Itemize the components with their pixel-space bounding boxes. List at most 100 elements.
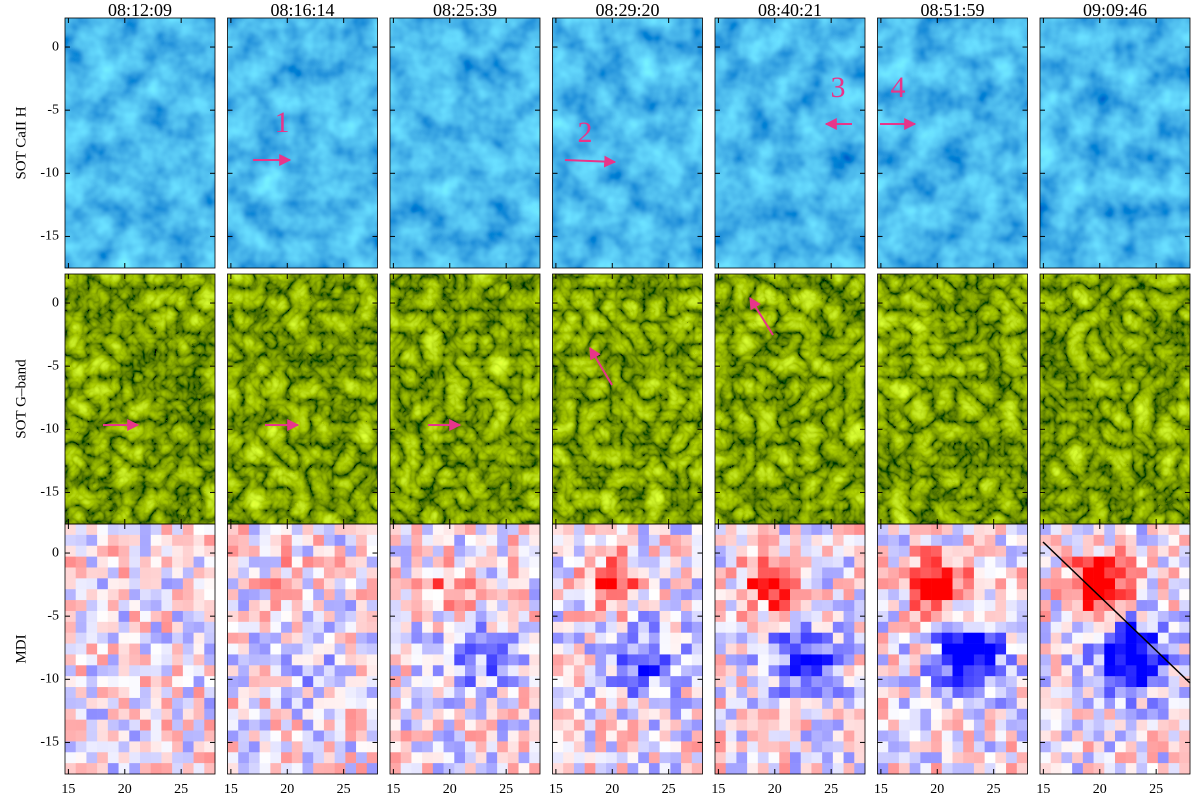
mdi-pixel <box>486 719 498 731</box>
mdi-pixel <box>518 730 530 742</box>
mdi-pixel <box>486 534 498 547</box>
mdi-pixel <box>822 567 834 579</box>
mdi-pixel <box>182 556 194 568</box>
mdi-pixel <box>941 741 953 753</box>
mdi-pixel <box>507 763 519 775</box>
mdi-pixel <box>1147 741 1159 753</box>
mdi-pixel <box>659 545 671 557</box>
mdi-pixel <box>843 763 855 775</box>
mdi-pixel <box>973 654 985 666</box>
mdi-pixel <box>909 730 921 742</box>
mdi-pixel <box>648 654 660 666</box>
mdi-pixel <box>140 730 152 742</box>
mdi-pixel <box>140 578 152 590</box>
mdi-pixel <box>1104 654 1116 666</box>
mdi-pixel <box>877 697 889 710</box>
mdi-pixel <box>443 643 455 655</box>
mdi-pixel <box>898 610 910 623</box>
mdi-pixel <box>877 643 889 655</box>
mdi-pixel <box>118 632 130 644</box>
mdi-pixel <box>736 719 748 731</box>
mdi-pixel <box>390 719 402 731</box>
mdi-pixel <box>606 665 618 677</box>
mdi-pixel <box>681 643 693 655</box>
mdi-pixel <box>681 741 693 753</box>
mdi-pixel <box>768 687 780 699</box>
mdi-pixel <box>454 687 466 699</box>
mdi-pixel <box>497 632 509 644</box>
mdi-pixel <box>616 697 628 710</box>
mdi-pixel <box>670 600 682 612</box>
mdi-pixel <box>1136 600 1148 612</box>
mdi-pixel <box>366 752 378 764</box>
mdi-pixel <box>1016 730 1028 742</box>
mdi-pixel <box>843 556 855 568</box>
panel-frame <box>714 523 866 775</box>
mdi-pixel <box>366 708 378 720</box>
mdi-pixel <box>638 708 650 720</box>
mdi-pixel <box>898 719 910 731</box>
mdi-pixel <box>800 600 812 612</box>
mdi-pixel <box>790 687 802 699</box>
mdi-pixel <box>107 730 119 742</box>
mdi-pixel <box>65 578 77 590</box>
gband-image <box>1040 274 1190 524</box>
mdi-pixel <box>150 763 162 775</box>
mdi-pixel <box>497 697 509 710</box>
mdi-pixel <box>97 556 109 568</box>
mdi-pixel <box>75 665 87 677</box>
mdi-pixel <box>1006 741 1018 753</box>
mdi-pixel <box>920 752 932 764</box>
mdi-pixel <box>129 600 141 612</box>
mdi-pixel <box>854 708 866 720</box>
mdi-pixel <box>854 534 866 547</box>
mdi-pixel <box>281 610 293 623</box>
mdi-pixel <box>345 643 357 655</box>
mdi-pixel <box>638 741 650 753</box>
mdi-pixel <box>1147 719 1159 731</box>
mdi-pixel <box>768 600 780 612</box>
mdi-pixel <box>995 676 1007 688</box>
mdi-pixel <box>1082 610 1094 623</box>
caii-image <box>1040 18 1190 268</box>
x-tick-label: 15 <box>61 782 75 797</box>
mdi-pixel <box>313 621 325 633</box>
mdi-pixel <box>497 708 509 720</box>
mdi-pixel <box>952 730 964 742</box>
mdi-pixel <box>507 687 519 699</box>
mdi-pixel <box>973 752 985 764</box>
mdi-pixel <box>1093 752 1105 764</box>
mdi-pixel <box>454 534 466 547</box>
mdi-pixel <box>1072 741 1084 753</box>
mdi-pixel <box>497 741 509 753</box>
mdi-pixel <box>193 567 205 579</box>
mdi-pixel <box>1136 697 1148 710</box>
mdi-pixel <box>648 545 660 557</box>
mdi-pixel <box>1006 665 1018 677</box>
mdi-pixel <box>356 730 368 742</box>
mdi-pixel <box>563 567 575 579</box>
mdi-pixel <box>1136 708 1148 720</box>
mdi-pixel <box>334 589 346 601</box>
mdi-pixel <box>161 730 173 742</box>
mdi-pixel <box>584 556 596 568</box>
mdi-pixel <box>898 578 910 590</box>
x-tick-label: 25 <box>662 782 676 797</box>
mdi-pixel <box>313 763 325 775</box>
mdi-pixel <box>843 567 855 579</box>
mdi-pixel <box>465 752 477 764</box>
mdi-pixel <box>1179 708 1191 720</box>
mdi-pixel <box>952 643 964 655</box>
mdi-pixel <box>281 632 293 644</box>
mdi-pixel <box>584 578 596 590</box>
mdi-pixel <box>822 687 834 699</box>
mdi-pixel <box>529 610 541 623</box>
mdi-pixel <box>1168 752 1180 764</box>
mdi-pixel <box>822 589 834 601</box>
gband-image <box>715 274 865 524</box>
x-tick-label: 25 <box>1149 782 1163 797</box>
mdi-pixel <box>931 545 943 557</box>
mdi-pixel <box>638 697 650 710</box>
mdi-pixel <box>529 578 541 590</box>
mdi-pixel <box>97 621 109 633</box>
